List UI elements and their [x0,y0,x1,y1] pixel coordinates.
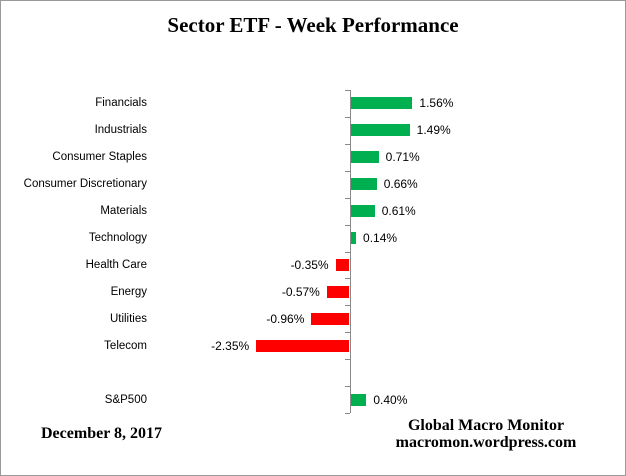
axis-tick [344,224,350,226]
category-label: Materials [100,205,147,218]
axis-tick [344,251,350,253]
positive-bar [350,232,357,245]
axis-tick [344,170,350,172]
axis-tick [344,332,350,334]
category-label: Industrials [94,124,147,137]
axis-tick [344,413,350,415]
negative-bar [335,258,350,271]
category-label: Energy [110,285,147,298]
category-label: Consumer Discretionary [23,178,147,191]
zero-axis-line [349,90,351,414]
axis-tick [344,197,350,199]
positive-bar [350,393,367,406]
category-label: Technology [88,232,147,245]
positive-bar [350,205,375,218]
category-label: Utilities [109,312,147,325]
chart-date-label: December 8, 2017 [41,425,162,442]
negative-bar [311,312,350,325]
value-label: 0.40% [373,392,408,407]
axis-tick [344,305,350,307]
chart-title: Sector ETF - Week Performance [167,13,459,37]
positive-bar [350,124,410,137]
value-label: 0.66% [383,177,418,192]
source-line-2: macromon.wordpress.com [395,434,577,451]
chart-source-label: Global Macro Monitor macromon.wordpress.… [361,417,611,451]
axis-tick [344,386,350,388]
value-label: 1.49% [416,123,451,138]
axis-tick [344,90,350,91]
category-label: Consumer Staples [52,151,147,164]
positive-bar [350,151,379,164]
value-label: 0.61% [381,204,416,219]
positive-bar [350,178,377,191]
category-label: S&P500 [104,393,147,406]
axis-tick [344,359,350,361]
source-line-1: Global Macro Monitor [407,417,565,434]
value-label: -2.35% [211,338,250,353]
axis-tick [344,278,350,280]
axis-tick [344,143,350,145]
value-label: 1.56% [419,96,454,111]
value-label: -0.35% [290,257,329,272]
category-label: Telecom [104,339,147,352]
value-label: 0.14% [363,231,398,246]
category-label: Financials [95,97,147,110]
negative-bar [326,285,350,298]
positive-bar [350,97,413,110]
value-label: 0.71% [385,150,420,165]
value-label: -0.96% [266,311,305,326]
value-label: -0.57% [281,284,320,299]
axis-tick [344,116,350,118]
negative-bar [256,339,350,352]
category-label: Health Care [85,258,147,271]
